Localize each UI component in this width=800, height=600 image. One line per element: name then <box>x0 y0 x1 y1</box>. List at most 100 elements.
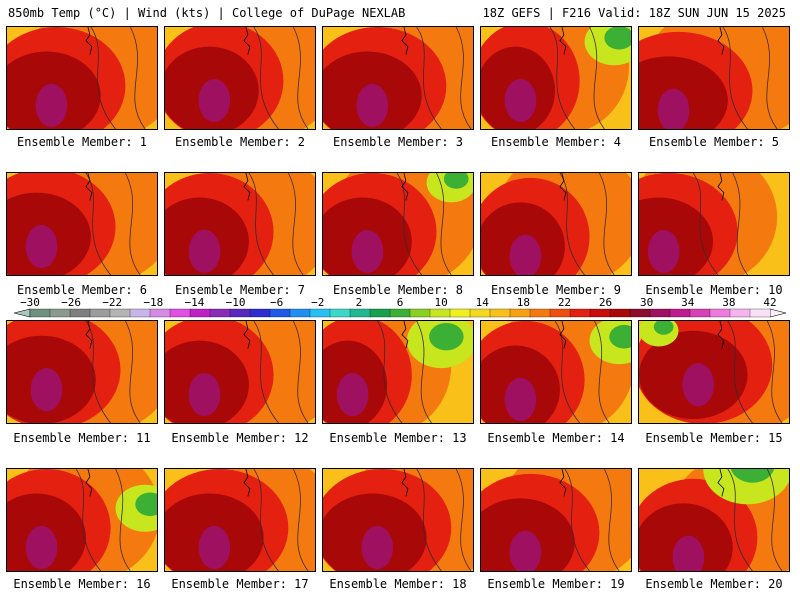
colorbar-swatch <box>389 308 411 318</box>
ensemble-map-panel <box>638 172 790 276</box>
colorbar-swatch <box>189 308 211 318</box>
colorbar-tick-label: 26 <box>599 296 612 309</box>
temperature-field-map <box>7 321 157 423</box>
ensemble-member-label: Ensemble Member: 7 <box>174 283 306 297</box>
ensemble-map-panel <box>164 468 316 572</box>
colorbar-swatch <box>249 308 271 318</box>
colorbar-swatch <box>209 308 231 318</box>
colorbar-tick-label: 18 <box>517 296 530 309</box>
ensemble-map-panel <box>322 320 474 424</box>
ensemble-map-panel <box>164 320 316 424</box>
colorbar-swatch <box>529 308 551 318</box>
temperature-field-map <box>7 469 157 571</box>
ensemble-member-label: Ensemble Member: 6 <box>16 283 148 297</box>
colorbar-swatch <box>229 308 251 318</box>
temperature-field-map <box>639 321 789 423</box>
ensemble-map-panel <box>322 26 474 130</box>
colorbar-swatch <box>429 308 451 318</box>
colorbar-tick-label: −18 <box>143 296 163 309</box>
ensemble-member-label: Ensemble Member: 3 <box>332 135 464 149</box>
temperature-field-map <box>639 469 789 571</box>
colorbar-swatch <box>469 308 491 318</box>
colorbar-swatch <box>349 308 371 318</box>
colorbar-tick-label: 22 <box>558 296 571 309</box>
colorbar-swatch <box>369 308 391 318</box>
ensemble-member-label: Ensemble Member: 15 <box>645 431 783 445</box>
colorbar-swatch <box>709 308 731 318</box>
temperature-field-map <box>165 321 315 423</box>
colorbar-swatch <box>449 308 471 318</box>
colorbar-tick-label: −10 <box>226 296 246 309</box>
ensemble-member-label: Ensemble Member: 18 <box>329 577 467 591</box>
colorbar-tick-label: 42 <box>763 296 776 309</box>
temperature-field-map <box>481 173 631 275</box>
valid-time-label: 18Z GEFS | F216 Valid: 18Z SUN JUN 15 20… <box>482 6 786 20</box>
colorbar-swatch <box>269 308 291 318</box>
ensemble-map-panel <box>164 26 316 130</box>
colorbar-swatch <box>149 308 171 318</box>
temperature-field-map <box>639 173 789 275</box>
temperature-field-map <box>481 27 631 129</box>
temperature-field-map <box>165 469 315 571</box>
temperature-field-map <box>481 321 631 423</box>
temperature-field-map <box>7 173 157 275</box>
colorbar-tick-label: −6 <box>270 296 283 309</box>
colorbar-swatch <box>549 308 571 318</box>
colorbar-swatch <box>29 308 51 318</box>
ensemble-map-panel <box>6 468 158 572</box>
ensemble-map-panel <box>480 172 632 276</box>
colorbar-tick-label: −14 <box>185 296 205 309</box>
ensemble-member-label: Ensemble Member: 19 <box>487 577 625 591</box>
temperature-field-map <box>7 27 157 129</box>
temperature-field-map <box>323 173 473 275</box>
ensemble-member-label: Ensemble Member: 10 <box>645 283 783 297</box>
colorbar-tick-label: 34 <box>681 296 695 309</box>
ensemble-map-panel <box>6 172 158 276</box>
ensemble-member-label: Ensemble Member: 1 <box>16 135 148 149</box>
ensemble-map-panel <box>480 26 632 130</box>
ensemble-member-label: Ensemble Member: 16 <box>13 577 151 591</box>
temperature-field-map <box>323 469 473 571</box>
colorbar-swatch <box>49 308 71 318</box>
colorbar-swatch <box>69 308 91 318</box>
colorbar-swatch <box>689 308 711 318</box>
colorbar-tick-label: 2 <box>356 296 363 309</box>
temperature-field-map <box>481 469 631 571</box>
ensemble-map-panel <box>6 320 158 424</box>
ensemble-member-label: Ensemble Member: 11 <box>13 431 151 445</box>
ensemble-map-panel <box>322 172 474 276</box>
temperature-field-map <box>323 27 473 129</box>
colorbar-tick-label: 38 <box>722 296 735 309</box>
colorbar-swatch <box>109 308 131 318</box>
ensemble-member-label: Ensemble Member: 8 <box>332 283 464 297</box>
ensemble-member-label: Ensemble Member: 4 <box>490 135 622 149</box>
map-title: 850mb Temp (°C) | Wind (kts) | College o… <box>8 6 406 20</box>
colorbar-swatch <box>589 308 611 318</box>
ensemble-map-panel <box>480 468 632 572</box>
colorbar-swatch <box>609 308 631 318</box>
colorbar-swatch <box>569 308 591 318</box>
temperature-field-map <box>639 27 789 129</box>
colorbar-swatch <box>309 308 331 318</box>
temperature-field-map <box>165 173 315 275</box>
colorbar-tick-label: −30 <box>20 296 40 309</box>
colorbar-max-arrow <box>769 308 787 318</box>
ensemble-map-panel <box>638 468 790 572</box>
ensemble-member-label: Ensemble Member: 2 <box>174 135 306 149</box>
colorbar-swatch <box>629 308 651 318</box>
ensemble-map-panel <box>480 320 632 424</box>
temperature-field-map <box>323 321 473 423</box>
ensemble-member-label: Ensemble Member: 14 <box>487 431 625 445</box>
ensemble-map-panel <box>638 320 790 424</box>
colorbar-tick-label: 6 <box>397 296 404 309</box>
temperature-field-map <box>165 27 315 129</box>
colorbar-min-arrow <box>13 308 31 318</box>
colorbar-tick-label: 14 <box>476 296 490 309</box>
colorbar-swatch <box>289 308 311 318</box>
colorbar-swatch <box>489 308 511 318</box>
colorbar-swatch <box>129 308 151 318</box>
ensemble-member-label: Ensemble Member: 9 <box>490 283 622 297</box>
colorbar-swatch <box>729 308 751 318</box>
ensemble-map-panel <box>322 468 474 572</box>
colorbar-tick-label: 30 <box>640 296 653 309</box>
